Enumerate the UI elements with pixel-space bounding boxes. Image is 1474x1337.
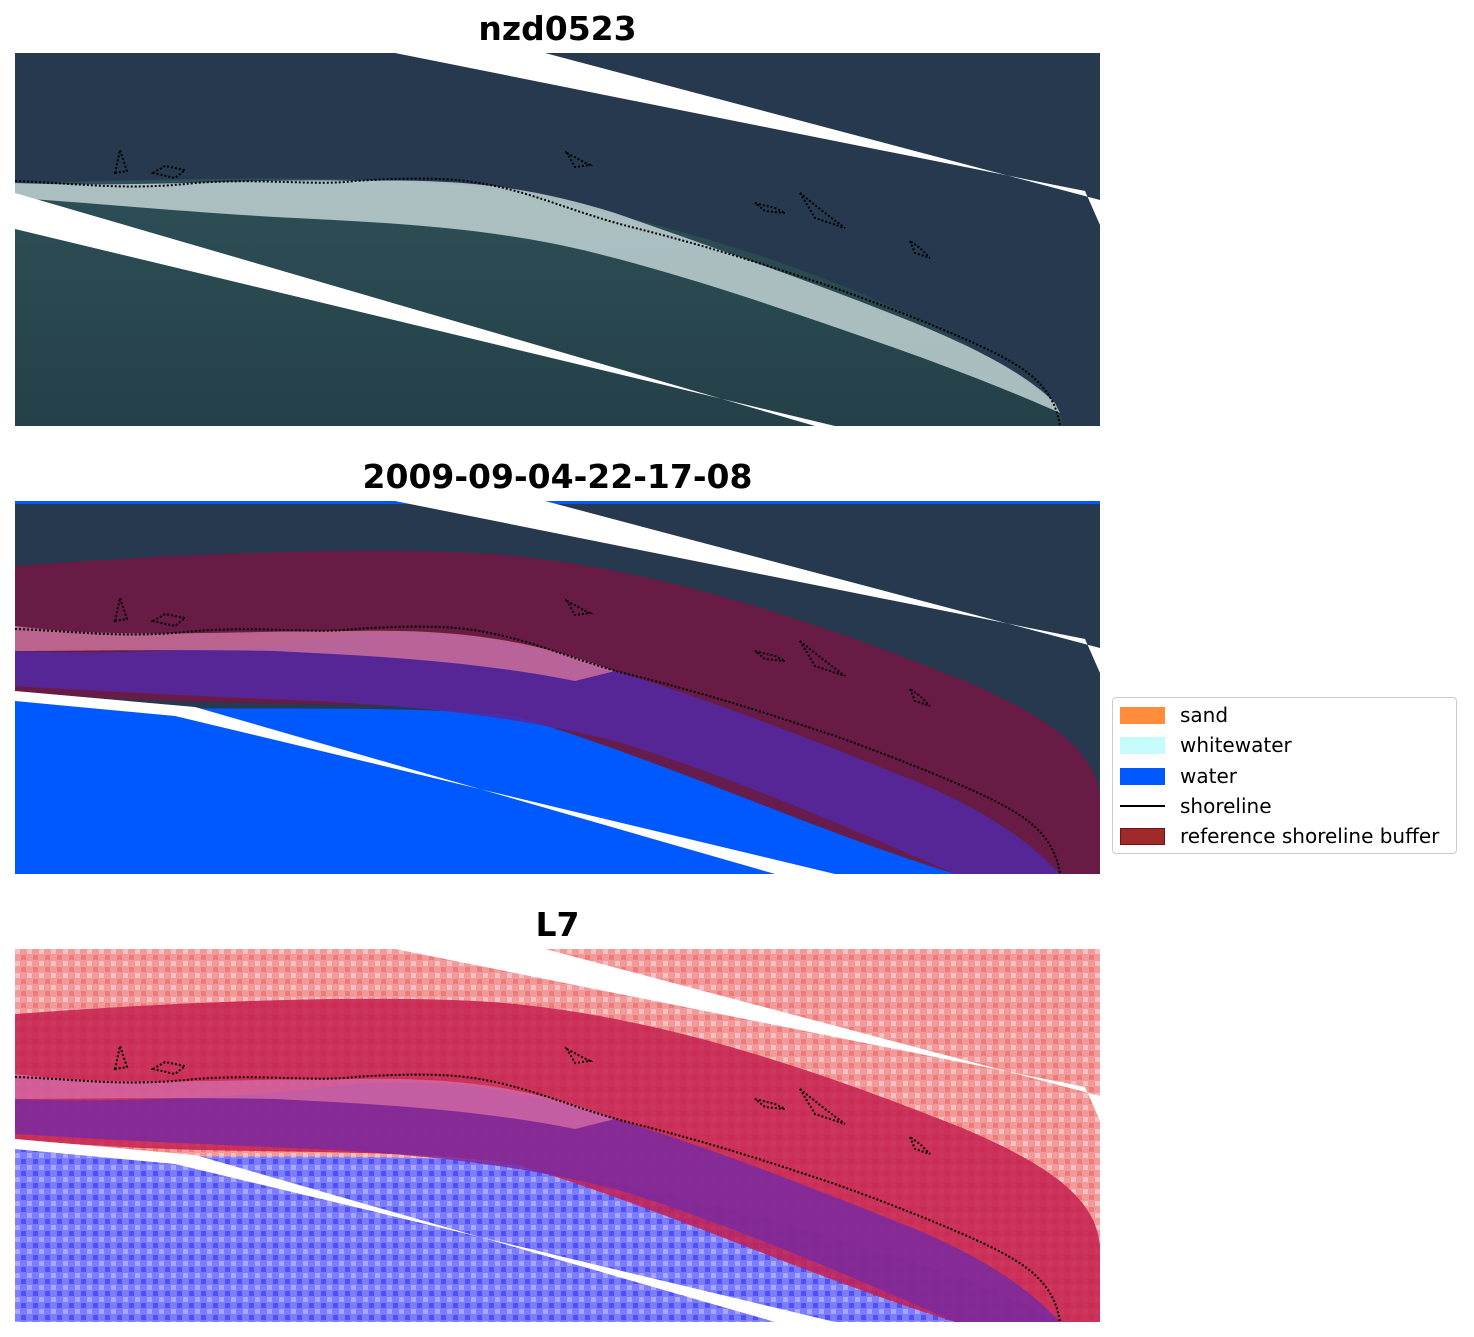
legend-label: shoreline [1180, 794, 1272, 818]
nodata-stripe [15, 691, 835, 874]
index-mid-in-buffer [15, 1082, 1060, 1322]
sea-area [15, 178, 1065, 426]
legend-swatch-reference-buffer [1120, 828, 1165, 845]
panel-title-classification: 2009-09-04-22-17-08 [362, 457, 753, 496]
sand-class-in-buffer [15, 634, 1060, 874]
index-panel [15, 949, 1100, 1322]
legend-label: sand [1180, 703, 1229, 727]
legend-swatch-water [1120, 768, 1165, 785]
water-class-top [15, 501, 1100, 504]
legend-line-shoreline [1120, 805, 1165, 807]
nodata-stripe [15, 1139, 835, 1322]
shoreline [15, 625, 1061, 874]
legend-label: reference shoreline buffer [1180, 824, 1440, 848]
shoreline-islet [113, 1042, 931, 1155]
index-upper-in-buffer [15, 1074, 615, 1129]
classification-panel [15, 501, 1100, 874]
rgb-image-panel [15, 53, 1100, 426]
legend-label: water [1180, 764, 1237, 788]
legend: sand whitewater water shoreline referenc… [1112, 697, 1457, 854]
index-low [15, 1149, 1065, 1322]
panel-title-index: L7 [535, 905, 580, 944]
whitewater-class-in-buffer [15, 626, 615, 681]
legend-swatch-sand [1120, 707, 1165, 724]
water-class-area [15, 701, 1065, 874]
legend-label: whitewater [1180, 733, 1292, 757]
panel-title-rgb: nzd0523 [478, 9, 637, 48]
legend-swatch-whitewater [1120, 737, 1165, 754]
shoreline-islet [113, 146, 931, 259]
shoreline [15, 1073, 1061, 1322]
beach-band [15, 180, 1060, 413]
shoreline-islet [113, 594, 931, 707]
shoreline [15, 177, 1061, 426]
